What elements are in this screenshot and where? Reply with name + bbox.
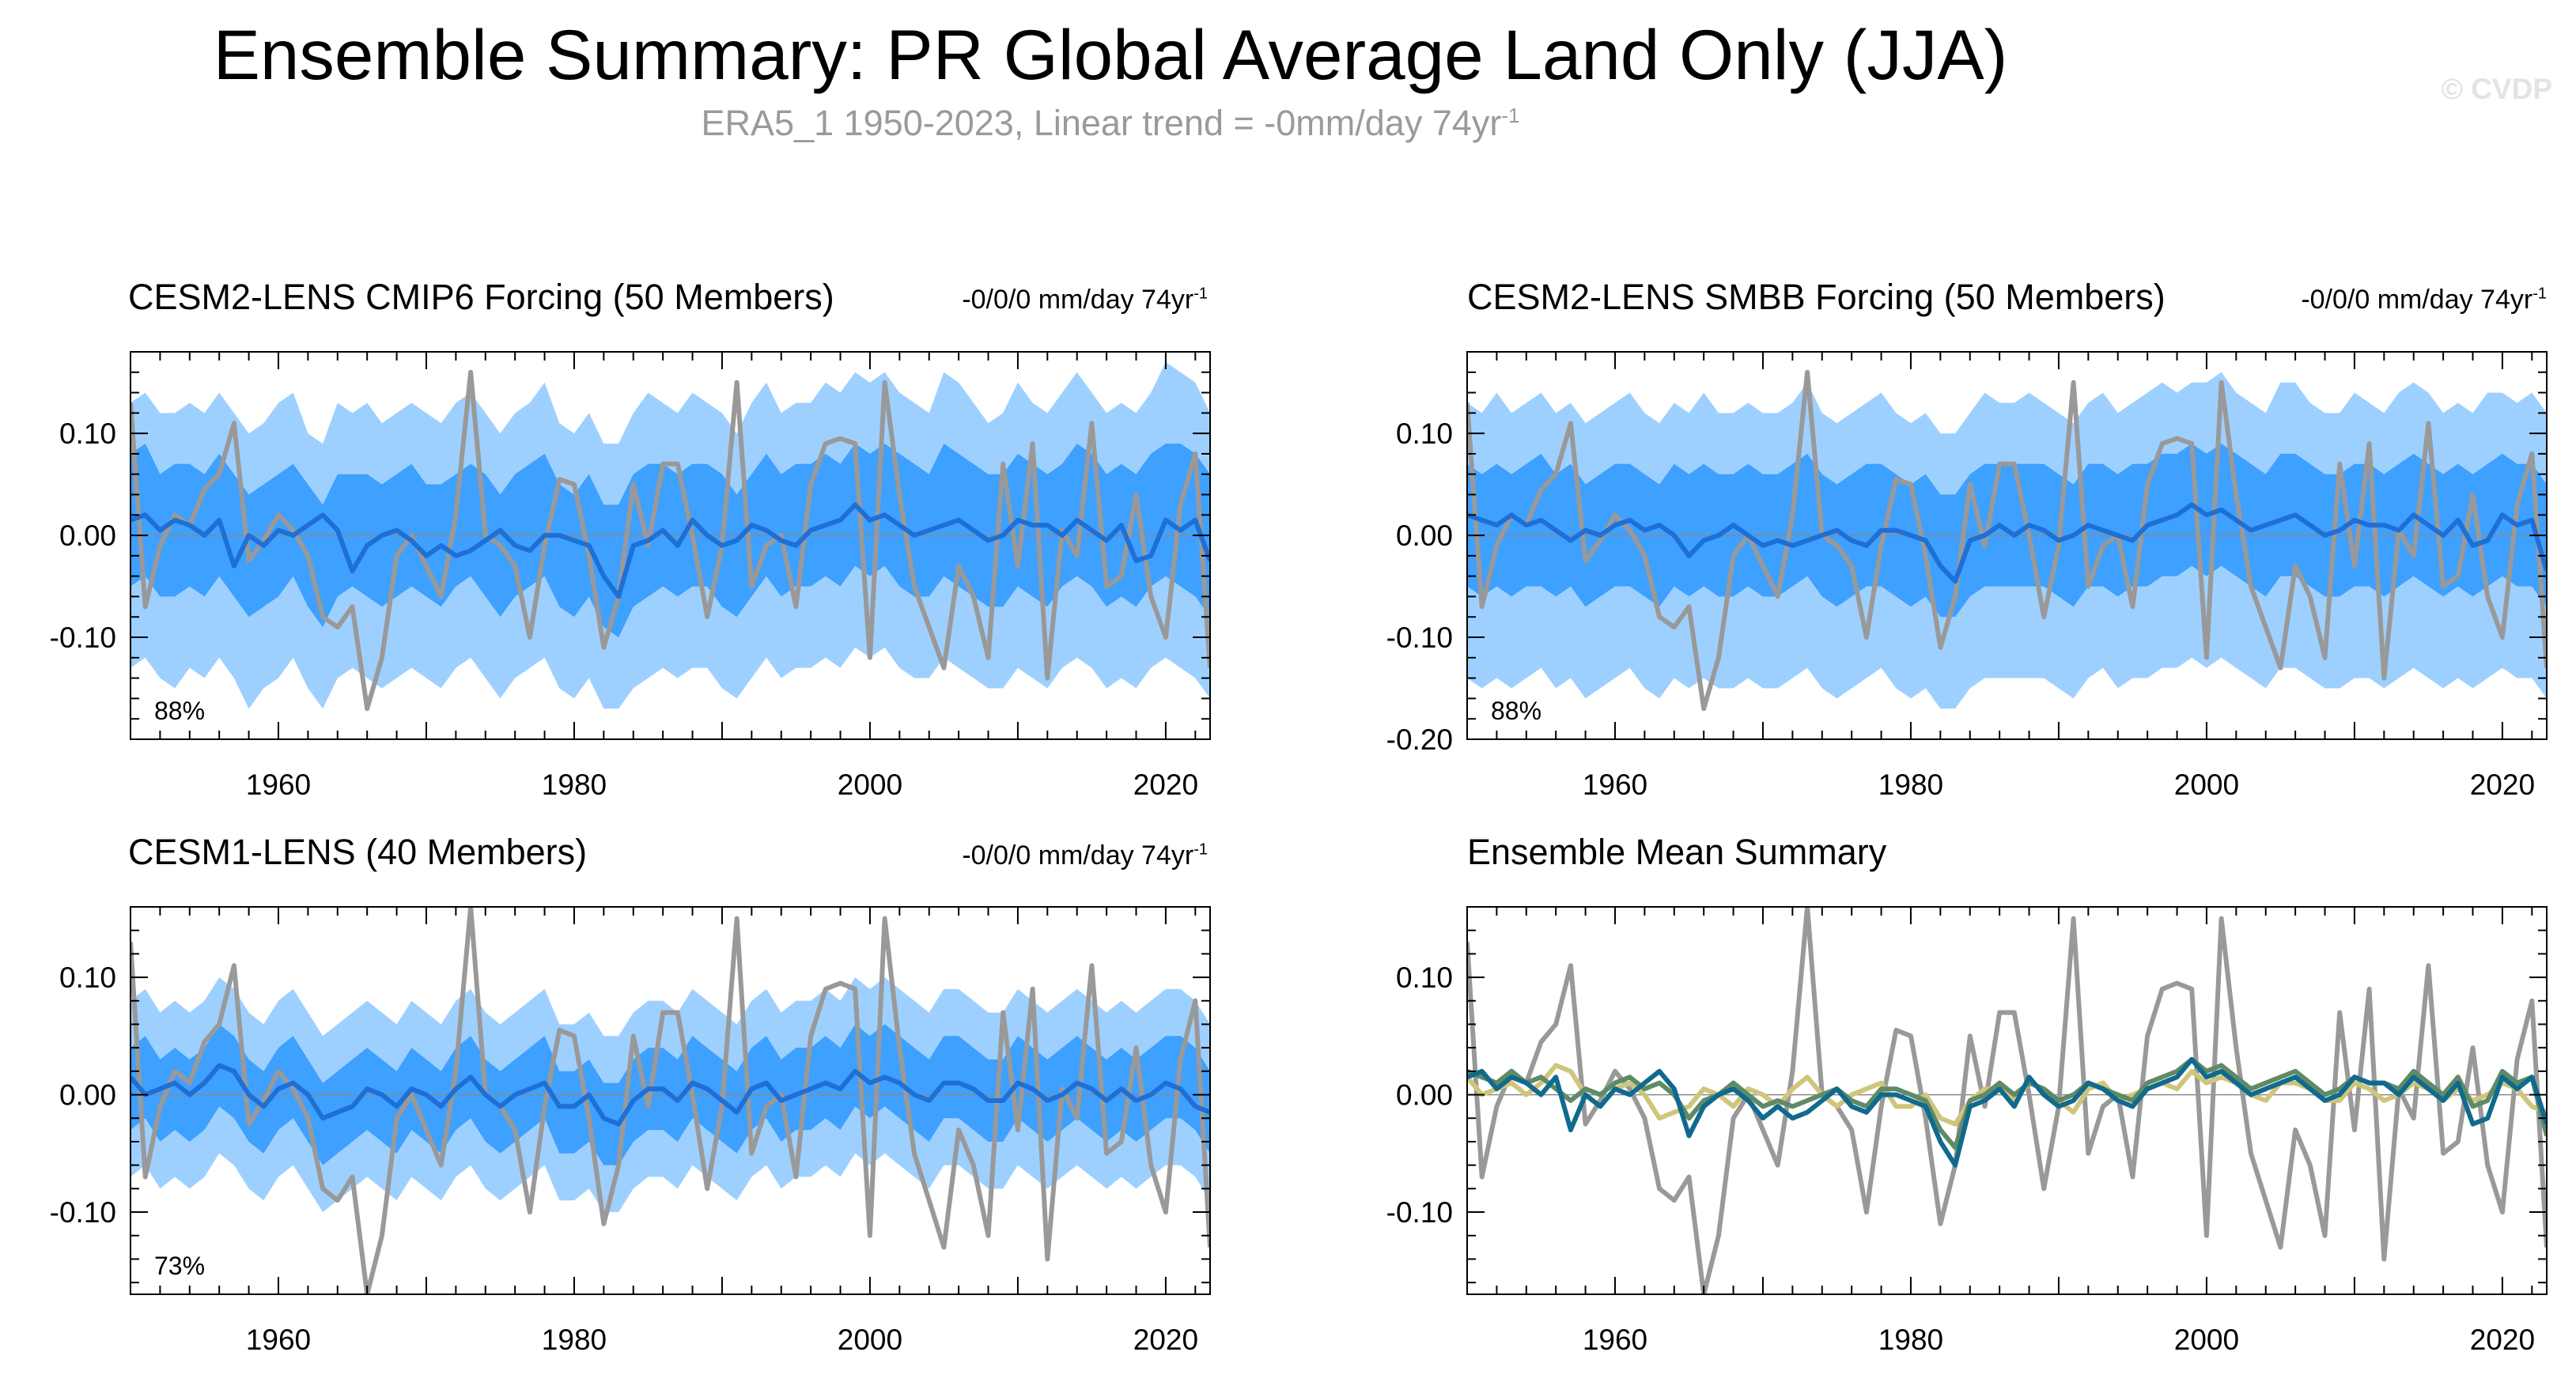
observations-line: [131, 369, 1210, 712]
y-tick-label: 0.00: [1396, 1079, 1453, 1112]
subtitle: ERA5_1 1950-2023, Linear trend = -0mm/da…: [0, 103, 2221, 144]
panel-title-smbb: CESM2-LENS SMBB Forcing (50 Members): [1467, 277, 2166, 317]
x-tick-label: 1980: [1878, 769, 1943, 801]
plot-frame: [1466, 906, 2548, 1295]
y-tick-label: 0.10: [59, 417, 116, 450]
y-tick-label: 0.00: [59, 1079, 116, 1112]
watermark: © CVDP: [2441, 73, 2552, 105]
chart-cesm2-smbb: 1960 1980 2000 2020 -0.20 -0.10 0.00 0.10 88%: [1386, 351, 2548, 801]
y-tick-label: 0.00: [59, 519, 116, 552]
y-tick-label: 0.10: [1396, 961, 1453, 994]
y-tick-label: -0.20: [1386, 723, 1453, 756]
trend-text-smbb: -0/0/0 mm/day 74yr-1: [2301, 285, 2547, 315]
percent-label: 88%: [154, 697, 205, 725]
trend-exponent-smbb: -1: [2532, 285, 2547, 303]
observations-line: [1467, 907, 2547, 1294]
ensemble-mean-line: [131, 1063, 1210, 1127]
chart-cesm2-cmip6: 1960 1980 2000 2020 -0.10 0.00 0.10 88%: [50, 351, 1211, 801]
y-tick-label: -0.10: [1386, 1196, 1453, 1229]
plot-area: [131, 907, 1210, 1294]
subtitle-text: ERA5_1 1950-2023, Linear trend = -0mm/da…: [701, 103, 1502, 143]
x-tick-label: 2020: [2470, 1324, 2535, 1356]
plot-area: [1467, 907, 2547, 1294]
trend-value-cesm1: -0/0/0 mm/day 74yr: [962, 840, 1194, 870]
panel-title-summary: Ensemble Mean Summary: [1467, 832, 1887, 872]
y-tick-label: -0.10: [1386, 621, 1453, 654]
cmip6-mean-line: [1467, 1057, 2547, 1168]
observations-line: [131, 907, 1210, 1294]
plot-area: [1467, 369, 2547, 712]
x-tick-label: 1960: [1583, 769, 1647, 801]
plot-area: [131, 361, 1210, 712]
plot-frame: [1466, 351, 2548, 740]
x-tick-label: 1980: [1878, 1324, 1943, 1356]
ensemble-mean-line: [1467, 502, 2547, 584]
x-tick-label: 2000: [838, 769, 902, 801]
trend-exponent-cmip6: -1: [1193, 285, 1208, 303]
percent-label: 88%: [1491, 697, 1541, 725]
subtitle-exponent: -1: [1501, 104, 1520, 127]
trend-exponent-cesm1: -1: [1193, 840, 1208, 859]
panel-title-cesm1: CESM1-LENS (40 Members): [128, 832, 588, 872]
x-tick-label: 2000: [838, 1324, 902, 1356]
plot-frame: [130, 351, 1211, 740]
percent-label: 73%: [154, 1252, 205, 1280]
x-tick-label: 1980: [542, 769, 607, 801]
trend-text-cmip6: -0/0/0 mm/day 74yr-1: [962, 285, 1208, 315]
y-tick-label: 0.10: [1396, 417, 1453, 450]
y-tick-label: 0.00: [1396, 519, 1453, 552]
plot-frame: [130, 906, 1211, 1295]
x-tick-label: 1960: [246, 769, 311, 801]
panel-title-cmip6: CESM2-LENS CMIP6 Forcing (50 Members): [128, 277, 834, 317]
y-tick-label: 0.10: [59, 961, 116, 994]
observations-line: [1467, 369, 2547, 712]
x-tick-label: 2000: [2174, 769, 2239, 801]
trend-text-cesm1: -0/0/0 mm/day 74yr-1: [962, 840, 1208, 871]
x-tick-label: 2020: [2470, 769, 2535, 801]
x-tick-label: 2020: [1133, 769, 1198, 801]
y-tick-label: -0.10: [50, 621, 116, 654]
ensemble-mean-line: [131, 502, 1210, 599]
chart-cesm1: 1960 1980 2000 2020 -0.10 0.00 0.10 73%: [50, 906, 1211, 1356]
x-tick-label: 2020: [1133, 1324, 1198, 1356]
smbb-mean-line: [1467, 1057, 2547, 1150]
main-title: Ensemble Summary: PR Global Average Land…: [213, 15, 2008, 94]
x-tick-label: 1960: [246, 1324, 311, 1356]
x-tick-label: 2000: [2174, 1324, 2239, 1356]
x-tick-label: 1980: [542, 1324, 607, 1356]
x-tick-label: 1960: [1583, 1324, 1647, 1356]
y-tick-label: -0.10: [50, 1196, 116, 1229]
trend-value-smbb: -0/0/0 mm/day 74yr: [2301, 285, 2533, 315]
trend-value-cmip6: -0/0/0 mm/day 74yr: [962, 285, 1194, 315]
